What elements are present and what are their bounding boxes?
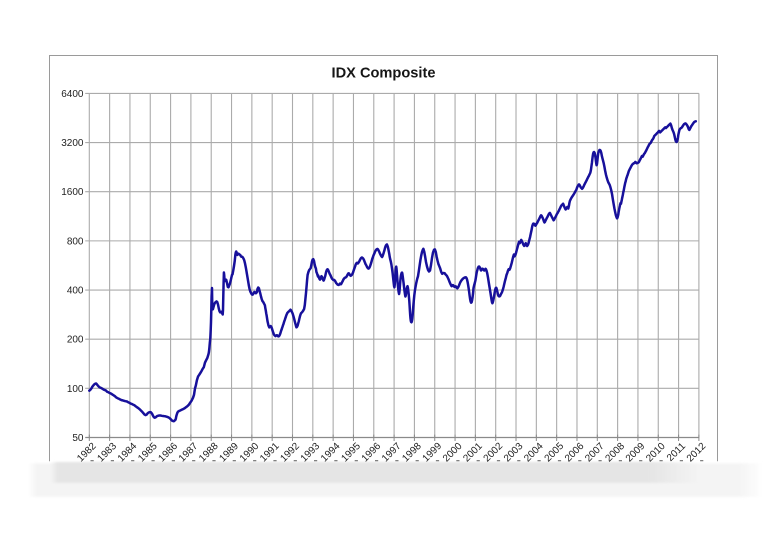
- svg-text:400: 400: [67, 286, 84, 297]
- svg-text:200: 200: [67, 335, 84, 346]
- svg-text:3200: 3200: [61, 138, 84, 149]
- svg-text:6400: 6400: [61, 89, 84, 100]
- svg-text:50: 50: [72, 433, 84, 444]
- svg-text:100: 100: [67, 384, 84, 395]
- svg-text:IDX Composite: IDX Composite: [332, 65, 436, 82]
- svg-text:800: 800: [67, 236, 84, 247]
- svg-text:1600: 1600: [61, 187, 84, 198]
